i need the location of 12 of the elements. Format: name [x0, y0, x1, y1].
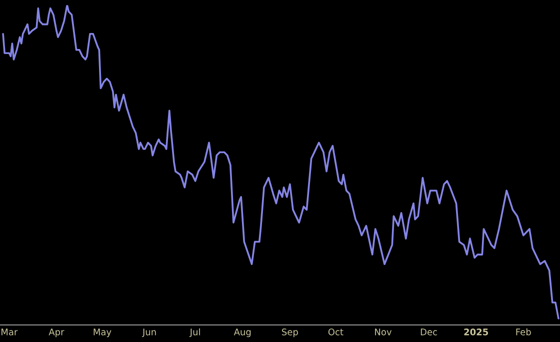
- x-tick-label: Jun: [142, 328, 156, 338]
- x-tick-label: Mar: [2, 328, 18, 336]
- x-tick-label: May: [94, 328, 112, 338]
- x-tick-label: Dec: [420, 328, 437, 336]
- x-tick-label: Aug: [234, 328, 251, 338]
- x-tick-label: Jul: [189, 328, 200, 338]
- x-tick-label: 2025: [464, 328, 488, 336]
- x-tick-label: Oct: [328, 328, 344, 336]
- x-tick-label: Feb: [516, 328, 531, 336]
- x-tick-label: Sep: [282, 328, 298, 338]
- x-tick-label: Nov: [375, 328, 392, 336]
- x-tick-label: Apr: [48, 328, 64, 338]
